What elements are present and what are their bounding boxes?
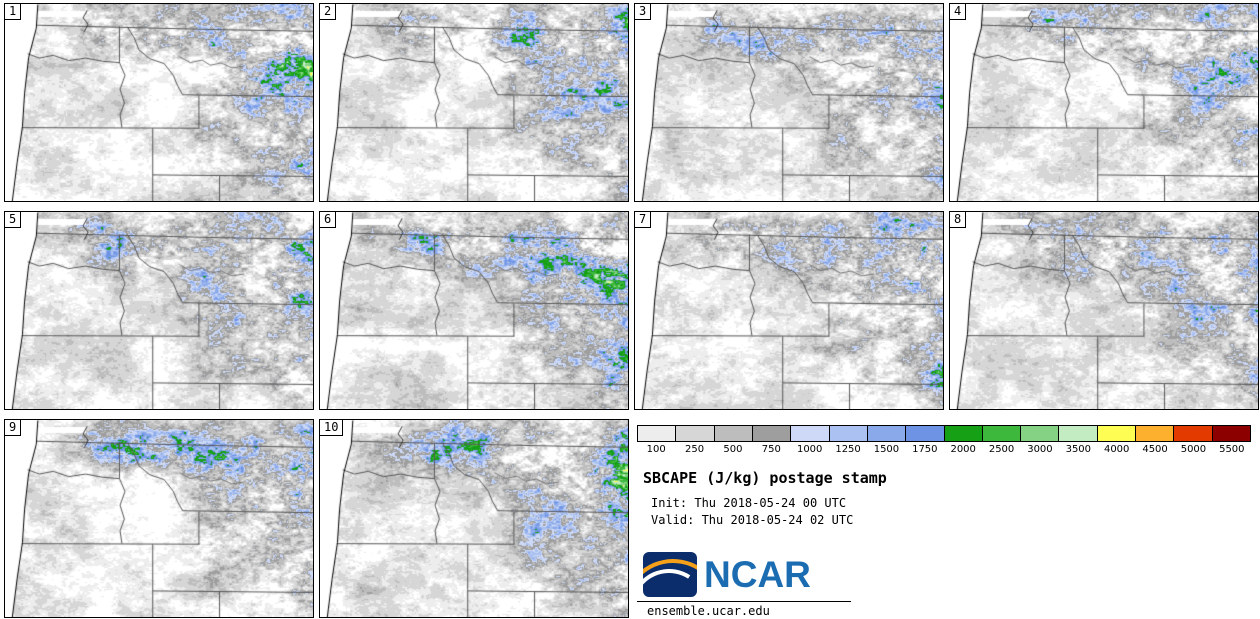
ncar-logo-icon: [643, 552, 697, 597]
colorbar-cell: [981, 425, 1022, 442]
colorbar-cell: [1173, 425, 1213, 442]
colorbar-tick-label: 100: [646, 444, 666, 455]
panel-map: 7: [634, 211, 944, 410]
colorbar-tick-label: 3500: [1065, 444, 1092, 455]
panel-map: 2: [319, 3, 629, 202]
map-canvas: [5, 4, 313, 201]
ncar-logo: NCAR: [643, 552, 811, 597]
panel-number-label: 8: [950, 212, 967, 228]
panel-number-label: 4: [950, 4, 967, 20]
map-canvas: [320, 420, 628, 617]
colorbar-tick-label: 750: [761, 444, 781, 455]
colorbar-tick-label: 5500: [1219, 444, 1245, 455]
colorbar-tick-label: 250: [685, 444, 705, 455]
panel-number-label: 6: [320, 212, 337, 228]
map-canvas: [320, 212, 628, 409]
colorbar-cell: [1135, 425, 1175, 442]
colorbar-cell: [790, 425, 830, 442]
map-canvas: [950, 4, 1258, 201]
legend-panel: 100 250 500 750 1000 1250 1500 1750 2000 2500 3000…: [635, 419, 1256, 619]
colorbar-tick-label: 1500: [873, 444, 900, 455]
map-canvas: [950, 212, 1258, 409]
colorbar-cell: [1058, 425, 1098, 442]
colorbar-tick-label: 1750: [912, 444, 938, 455]
map-canvas: [320, 4, 628, 201]
map-canvas: [5, 212, 313, 409]
colorbar-cell: [866, 425, 907, 442]
panel-map: 9: [4, 419, 314, 618]
map-canvas: [635, 4, 943, 201]
panel-number-label: 10: [320, 420, 344, 436]
panel-map: 3: [634, 3, 944, 202]
ncar-logo-text: NCAR: [704, 553, 811, 595]
panel-number-label: 7: [635, 212, 652, 228]
panel-number-label: 3: [635, 4, 652, 20]
colorbar-tick-label: 4000: [1103, 444, 1130, 455]
colorbar-cell: [751, 425, 792, 442]
panel-map: 5: [4, 211, 314, 410]
colorbar-cell: [637, 425, 677, 442]
colorbar-tick-label: 1000: [796, 444, 823, 455]
panel-number-label: 9: [5, 420, 22, 436]
colorbar-tick-label: 2500: [988, 444, 1015, 455]
panel-map: 8: [949, 211, 1259, 410]
map-canvas: [5, 420, 313, 617]
colorbar-cell: [943, 425, 983, 442]
colorbar-cell: [713, 425, 753, 442]
panel-map: 1: [4, 3, 314, 202]
panel-number-label: 2: [320, 4, 337, 20]
colorbar: [637, 425, 1251, 442]
site-url-text: ensemble.ucar.edu: [647, 604, 770, 618]
colorbar-tick-labels: 100 250 500 750 1000 1250 1500 1750 2000 2500 3000…: [637, 444, 1251, 455]
colorbar-tick-label: 2000: [950, 444, 976, 455]
colorbar-tick-label: 4500: [1142, 444, 1168, 455]
colorbar-tick-label: 5000: [1180, 444, 1207, 455]
colorbar-cell: [828, 425, 868, 442]
map-canvas: [635, 212, 943, 409]
panel-number-label: 5: [5, 212, 22, 228]
colorbar-tick-label: 3000: [1027, 444, 1053, 455]
init-time-text: Init: Thu 2018-05-24 00 UTC: [651, 496, 847, 510]
chart-title: SBCAPE (J/kg) postage stamp: [643, 469, 887, 487]
panel-number-label: 1: [5, 4, 22, 20]
colorbar-cell: [1020, 425, 1060, 442]
colorbar-cell: [1096, 425, 1137, 442]
colorbar-cell: [905, 425, 945, 442]
colorbar-tick-label: 500: [723, 444, 743, 455]
colorbar-cell: [675, 425, 715, 442]
divider: [637, 601, 851, 602]
panel-map: 4: [949, 3, 1259, 202]
valid-time-text: Valid: Thu 2018-05-24 02 UTC: [651, 513, 854, 527]
colorbar-tick-label: 1250: [835, 444, 861, 455]
panel-map: 6: [319, 211, 629, 410]
colorbar-cell: [1211, 425, 1251, 442]
panel-map: 10: [319, 419, 629, 618]
